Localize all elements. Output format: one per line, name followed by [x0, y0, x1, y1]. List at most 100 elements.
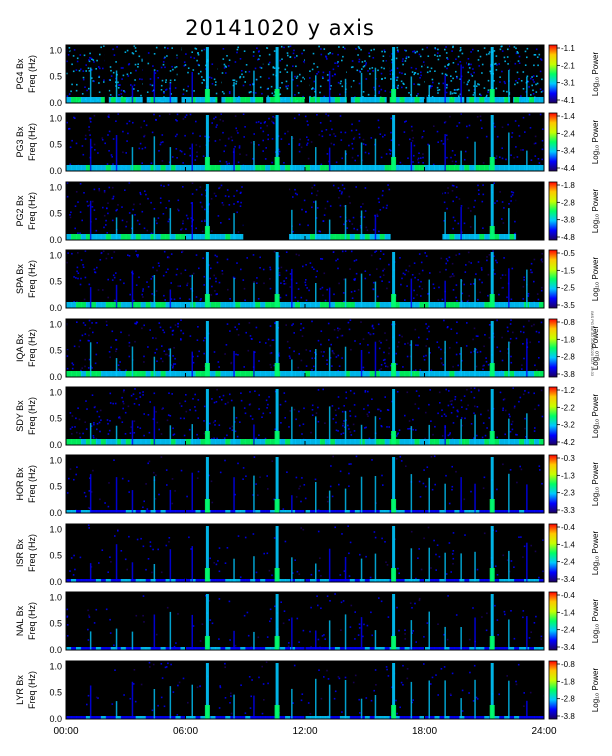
low-frequency-band	[225, 234, 231, 240]
noise-pixel	[242, 76, 245, 78]
low-frequency-band	[409, 579, 416, 582]
noise-pixel	[174, 324, 177, 326]
low-frequency-band	[459, 579, 465, 582]
low-frequency-band	[265, 510, 271, 513]
strong-event-streak	[392, 47, 396, 103]
low-frequency-band	[329, 97, 336, 103]
noise-pixel	[384, 541, 386, 543]
noise-pixel	[320, 53, 323, 56]
low-frequency-band	[76, 510, 82, 513]
noise-pixel	[488, 324, 491, 326]
noise-pixel	[167, 47, 169, 50]
noise-pixel	[350, 66, 353, 69]
noise-pixel	[482, 422, 485, 424]
noise-pixel	[385, 60, 388, 62]
noise-pixel	[370, 699, 373, 702]
noise-pixel	[496, 135, 499, 138]
spectrogram-area	[66, 592, 544, 650]
noise-pixel	[470, 423, 473, 425]
noise-pixel	[418, 285, 421, 288]
low-frequency-band	[125, 234, 132, 240]
low-frequency-band	[95, 302, 102, 308]
noise-pixel	[146, 229, 149, 232]
noise-pixel	[106, 232, 108, 234]
low-frequency-band	[175, 439, 181, 445]
strong-event-streak	[490, 115, 494, 171]
noise-pixel	[273, 67, 276, 69]
low-frequency-band	[484, 439, 490, 445]
noise-pixel	[384, 51, 386, 53]
low-frequency-band	[494, 510, 500, 513]
noise-pixel	[98, 562, 100, 564]
noise-pixel	[128, 334, 130, 337]
noise-pixel	[353, 392, 356, 395]
noise-pixel	[507, 48, 509, 51]
low-frequency-band	[509, 371, 515, 377]
noise-pixel	[437, 623, 439, 625]
noise-pixel	[249, 391, 251, 393]
low-frequency-band	[71, 371, 77, 377]
weak-event-streak	[328, 548, 331, 582]
weak-event-streak	[131, 214, 134, 240]
low-frequency-band	[439, 510, 445, 513]
noise-pixel	[451, 488, 453, 491]
weak-event-streak	[315, 349, 317, 377]
noise-pixel	[343, 278, 345, 281]
noise-pixel	[405, 49, 407, 52]
noise-pixel	[292, 323, 294, 325]
noise-pixel	[215, 195, 217, 197]
noise-pixel	[306, 120, 309, 123]
noise-pixel	[236, 130, 238, 132]
noise-pixel	[279, 403, 282, 406]
noise-pixel	[354, 674, 357, 677]
noise-pixel	[285, 251, 288, 253]
noise-pixel	[147, 286, 150, 288]
noise-pixel	[117, 81, 119, 84]
low-frequency-band	[95, 647, 102, 650]
noise-pixel	[326, 359, 328, 361]
weak-event-streak	[460, 279, 462, 308]
noise-pixel	[420, 71, 422, 74]
low-frequency-band	[315, 371, 321, 377]
noise-pixel	[307, 702, 310, 704]
noise-pixel	[260, 122, 262, 124]
low-frequency-band	[215, 371, 221, 377]
noise-pixel	[180, 469, 183, 472]
noise-pixel	[418, 548, 420, 550]
noise-pixel	[218, 396, 221, 398]
noise-pixel	[476, 434, 478, 437]
noise-pixel	[503, 610, 506, 613]
noise-pixel	[157, 262, 160, 264]
noise-pixel	[69, 216, 72, 219]
noise-pixel	[285, 269, 288, 272]
noise-pixel	[404, 299, 406, 301]
low-frequency-band	[280, 439, 286, 445]
noise-pixel	[516, 434, 518, 436]
colorbar-tick-label: -4.1	[561, 96, 575, 105]
noise-pixel	[318, 134, 321, 136]
noise-pixel	[313, 62, 315, 65]
low-frequency-band	[469, 439, 475, 445]
noise-pixel	[136, 254, 138, 256]
noise-pixel	[209, 422, 211, 425]
low-frequency-band	[474, 165, 480, 171]
strong-event-streak	[490, 457, 494, 513]
noise-pixel	[311, 320, 313, 323]
low-frequency-band	[215, 647, 221, 650]
noise-pixel	[476, 568, 479, 571]
noise-pixel	[107, 278, 109, 281]
noise-pixel	[294, 56, 296, 59]
noise-pixel	[307, 124, 309, 126]
noise-pixel	[141, 78, 143, 81]
noise-pixel	[226, 55, 228, 57]
noise-pixel	[103, 226, 105, 229]
noise-pixel	[324, 422, 326, 424]
noise-pixel	[335, 356, 338, 358]
noise-pixel	[437, 141, 439, 143]
low-frequency-band	[71, 302, 77, 308]
noise-pixel	[487, 294, 489, 297]
noise-pixel	[475, 348, 478, 351]
noise-pixel	[92, 436, 95, 439]
low-frequency-band	[95, 234, 102, 240]
noise-pixel	[76, 60, 79, 63]
